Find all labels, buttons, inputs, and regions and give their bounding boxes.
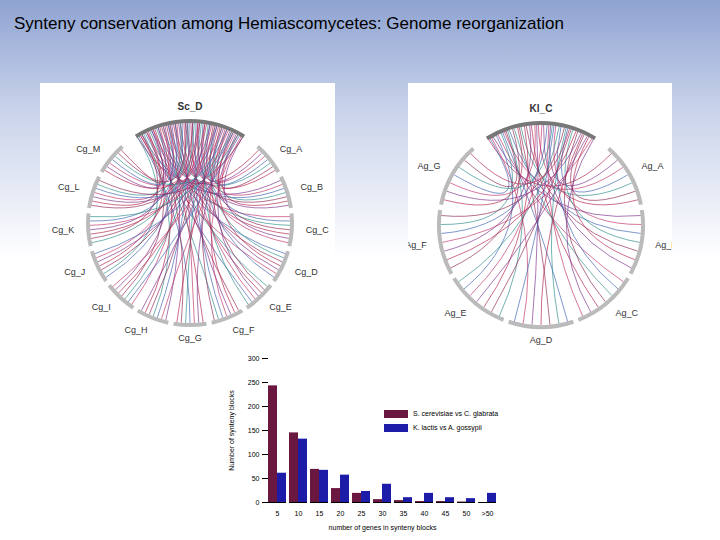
svg-text:Cg_B: Cg_B: [301, 182, 324, 192]
svg-text:Sc_D: Sc_D: [177, 101, 202, 112]
svg-text:20: 20: [337, 510, 345, 517]
svg-text:Cg_E: Cg_E: [269, 302, 292, 312]
html-text:Synteny conservation among Hem: Synteny conservation among Hemiascomycet…: [14, 14, 564, 33]
svg-text:45: 45: [442, 510, 450, 517]
svg-text:Cg_A: Cg_A: [280, 144, 303, 154]
svg-text:Kl_C: Kl_C: [530, 103, 553, 114]
html-text:K. lactis vs A. gossypii: K. lactis vs A. gossypii: [413, 424, 482, 431]
svg-text:Ag_D: Ag_D: [530, 335, 553, 345]
svg-text:30: 30: [379, 510, 387, 517]
svg-text:Ag_C: Ag_C: [616, 308, 639, 318]
svg-text:200: 200: [248, 403, 260, 410]
svg-text:number of genes in synteny blo: number of genes in synteny blocks: [329, 524, 437, 532]
svg-text:5: 5: [276, 510, 280, 517]
html-text:S. cerevisiae vs C. glabrata: S. cerevisiae vs C. glabrata: [413, 410, 499, 417]
svg-text:250: 250: [248, 379, 260, 386]
svg-text:Cg_H: Cg_H: [124, 325, 147, 335]
svg-text:Number of synteny blocks: Number of synteny blocks: [228, 390, 236, 471]
svg-text:10: 10: [295, 510, 303, 517]
svg-text:Cg_J: Cg_J: [64, 267, 85, 277]
svg-text:Cg_M: Cg_M: [76, 144, 100, 154]
svg-text:25: 25: [358, 510, 366, 517]
svg-text:Cg_L: Cg_L: [58, 182, 80, 192]
svg-text:Cg_C: Cg_C: [306, 225, 330, 235]
svg-text:Ag_B: Ag_B: [655, 240, 672, 250]
svg-text:Cg_I: Cg_I: [92, 302, 111, 312]
svg-text:Cg_K: Cg_K: [52, 225, 75, 235]
svg-text:Cg_D: Cg_D: [295, 267, 319, 277]
svg-text:0: 0: [256, 499, 260, 506]
svg-text:100: 100: [248, 451, 260, 458]
svg-text:300: 300: [248, 355, 260, 362]
svg-text:Cg_G: Cg_G: [178, 333, 202, 343]
svg-text:50: 50: [463, 510, 471, 517]
svg-text:Ag_G: Ag_G: [418, 161, 441, 171]
svg-text:Ag_F: Ag_F: [408, 240, 427, 250]
svg-text:150: 150: [248, 427, 260, 434]
svg-text:15: 15: [316, 510, 324, 517]
svg-text:35: 35: [400, 510, 408, 517]
svg-text:40: 40: [421, 510, 429, 517]
svg-text:>50: >50: [482, 510, 494, 517]
svg-text:Ag_E: Ag_E: [444, 308, 466, 318]
svg-text:Cg_F: Cg_F: [233, 325, 256, 335]
svg-text:50: 50: [252, 475, 260, 482]
svg-text:Ag_A: Ag_A: [641, 161, 663, 171]
